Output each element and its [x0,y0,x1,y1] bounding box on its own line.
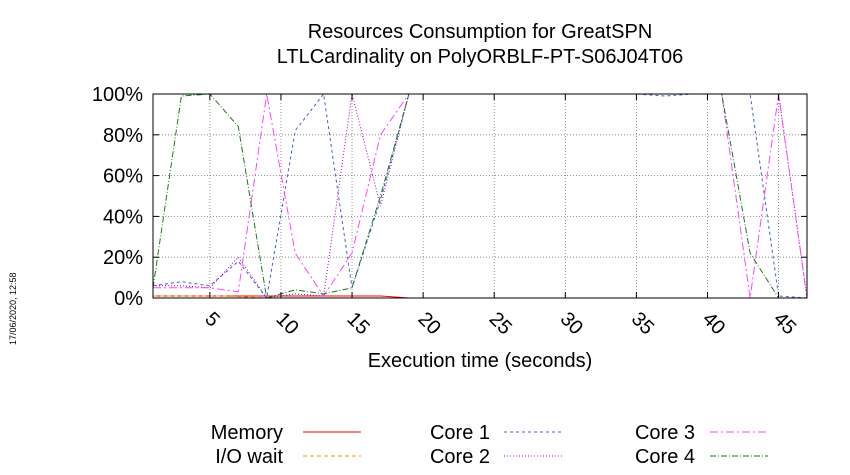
chart-subtitle: LTLCardinality on PolyORBLF-PT-S06J04T06 [276,46,684,68]
y-tick-label: 80% [103,125,143,147]
y-tick-label: 0% [114,288,143,310]
y-tick-label: 40% [103,206,143,228]
legend-label-core-2: Core 2 [430,446,490,468]
y-axis-ticks: 0% 20% 40% 60% 80% 100% [92,84,807,310]
series-line-core-3 [153,93,808,299]
series-lines [152,92,808,300]
legend-label-core-3: Core 3 [635,422,695,444]
x-tick-label: 45 [769,308,800,339]
x-tick-label: 10 [271,308,302,339]
legend-label-i-o-wait: I/O wait [215,446,283,468]
chart-title: Resources Consumption for GreatSPN [307,21,653,43]
legend-label-core-1: Core 1 [430,422,490,444]
legend-label-core-4: Core 4 [635,446,695,468]
x-tick-label: 40 [698,308,729,339]
x-tick-label: 25 [485,308,516,339]
x-axis-ticks: 5 10 15 20 25 30 35 40 45 [200,94,800,339]
y-tick-label: 60% [103,166,143,188]
plot-frame [152,93,808,299]
y-tick-label: 100% [92,84,143,106]
series-line-i-o-wait [153,295,807,299]
series-line-core-1 [152,92,808,300]
x-tick-label: 35 [627,308,658,339]
x-axis-label: Execution time (seconds) [367,350,593,372]
y-tick-label: 20% [103,247,143,269]
x-tick-label: 5 [200,308,223,331]
x-tick-label: 15 [343,308,374,339]
x-tick-label: 20 [414,308,445,339]
grid [153,94,807,298]
series-line-core-2 [153,93,808,299]
legend-label-memory: Memory [211,422,283,444]
x-tick-label: 30 [556,308,587,339]
series-line-core-4 [152,93,807,299]
